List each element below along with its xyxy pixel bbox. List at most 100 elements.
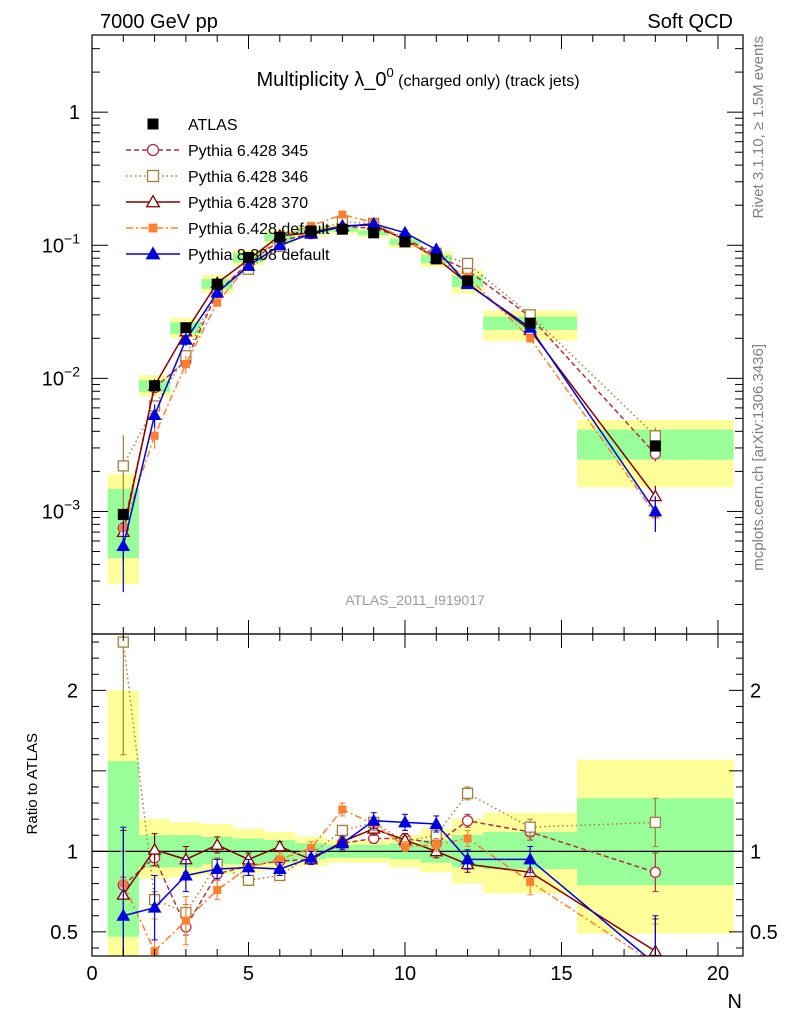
series-4-ratio-point [147, 900, 162, 913]
series-3-ratio-point [275, 855, 284, 864]
legend-marker [148, 223, 158, 233]
series-0-ratio-point [649, 866, 662, 878]
legend-label: Pythia 6.428 346 [188, 169, 308, 186]
main-y-tick-label: 1 [69, 102, 80, 124]
main-y-tick-label: 10−2 [42, 363, 80, 390]
main-y-tick-label: 10−1 [42, 230, 80, 257]
series-1-ratio-line [122, 641, 656, 914]
series-3-main-point [150, 431, 159, 440]
series-4-ratio-point [650, 958, 662, 968]
x-tick-label: 20 [707, 963, 729, 985]
series-2-ratio-point [210, 837, 225, 850]
series-4-ratio-point [304, 850, 318, 863]
series-1-ratio-point [461, 787, 474, 800]
data-point [430, 253, 442, 265]
series-4-main-point [116, 538, 131, 551]
data-point [336, 223, 348, 235]
series-3-ratio-point [181, 916, 190, 925]
series-4-ratio-point [335, 836, 350, 849]
series-4-ratio-point [116, 908, 131, 921]
data-point [462, 275, 474, 287]
legend-marker [145, 194, 161, 208]
data-point [368, 227, 380, 239]
series-4-main-point [179, 332, 193, 345]
legend-marker [146, 143, 160, 157]
data-point [649, 440, 661, 452]
legend-entry: ATLAS [147, 117, 238, 134]
series-1-main-point [117, 460, 129, 472]
series-4-main-point [648, 504, 663, 517]
series-4-main-point [210, 285, 225, 298]
series-0-main-line [122, 225, 656, 529]
series-4-ratio-point [460, 852, 475, 865]
legend-entry: Pythia 6.428 default [126, 221, 330, 238]
series-4-ratio-line [123, 819, 647, 956]
side-text-top: Rivet 3.1.10, ≥ 1.5M events [750, 36, 767, 219]
series-1-ratio-point [649, 816, 662, 829]
x-tick-label: 0 [86, 963, 97, 985]
series-4-main-line [122, 223, 656, 547]
ratio-y-axis-label: Ratio to ATLAS [24, 733, 41, 834]
series-3-ratio-point [432, 840, 441, 849]
data-point [274, 231, 286, 243]
series-2-ratio-point [272, 839, 287, 852]
chart-title: Multiplicity λ_00 (charged only) (track … [256, 65, 579, 91]
series-4-ratio-point [398, 815, 412, 828]
data-point [117, 508, 129, 520]
series-4-ratio-point [523, 852, 538, 865]
legend-entry: Pythia 6.428 370 [126, 194, 308, 212]
data-point [524, 317, 536, 329]
series-4-main-point [241, 258, 256, 271]
ratio-y-tick-label-right: 2 [750, 680, 761, 702]
series-3-main-point [526, 334, 535, 343]
series-3-main-line [122, 213, 656, 529]
series-1-ratio-point [336, 824, 349, 837]
series-4-ratio-point [272, 861, 287, 875]
x-tick-label: 5 [243, 963, 254, 985]
series-3-ratio-point [338, 805, 347, 814]
legend-entry: Pythia 8.308 default [126, 246, 330, 264]
series-3-ratio-point [463, 834, 472, 843]
legend-entry: Pythia 6.428 346 [126, 169, 308, 186]
series-4-ratio-point [210, 861, 225, 875]
x-tick-label: 15 [550, 963, 572, 985]
series-1-main-point [649, 430, 662, 442]
ratio-y-tick-label: 1 [67, 841, 78, 863]
ratio-y-tick-label: 0.5 [50, 922, 78, 944]
series-1-main-point [461, 257, 474, 270]
legend-label: Pythia 6.428 default [188, 221, 330, 238]
legend-label: Pythia 6.428 345 [188, 143, 308, 160]
series-3-ratio-point [400, 842, 409, 851]
series-4-ratio-point [179, 868, 193, 881]
legend-label: Pythia 6.428 370 [188, 195, 308, 212]
series-1-ratio-point [242, 874, 255, 886]
series-3-main-point [213, 298, 222, 307]
side-text-bottom: mcplots.cern.ch [arXiv:1306.3436] [750, 344, 767, 571]
series-4-ratio-point [366, 813, 381, 826]
ratio-y-tick-label: 2 [67, 680, 78, 702]
ratio-y-tick-label-right: 0.5 [750, 922, 778, 944]
series-3-ratio-point [307, 844, 316, 853]
series-3-ratio-point [526, 877, 535, 886]
data-point [211, 278, 223, 290]
series-4-main-point [272, 238, 287, 251]
legend-marker [145, 246, 161, 260]
ratio-y-tick-label-right: 1 [750, 841, 761, 863]
data-point [180, 322, 192, 334]
series-3-main-point [338, 210, 347, 219]
main-y-tick-label: 10−3 [42, 496, 80, 523]
legend-entry: Pythia 6.428 345 [126, 143, 308, 160]
series-3-ratio-point [651, 960, 659, 968]
data-point [305, 225, 317, 237]
header-right: Soft QCD [647, 11, 733, 33]
data-point [242, 251, 254, 263]
x-tick-label: 10 [394, 963, 416, 985]
series-1-ratio-point [524, 821, 536, 833]
watermark: ATLAS_2011_I919017 [345, 592, 485, 608]
legend-marker [147, 118, 159, 130]
series-4-ratio-point [429, 816, 444, 829]
legend-label: Pythia 8.308 default [188, 247, 330, 264]
series-4-ratio-point [241, 860, 256, 873]
series-0-ratio-point [461, 815, 474, 827]
